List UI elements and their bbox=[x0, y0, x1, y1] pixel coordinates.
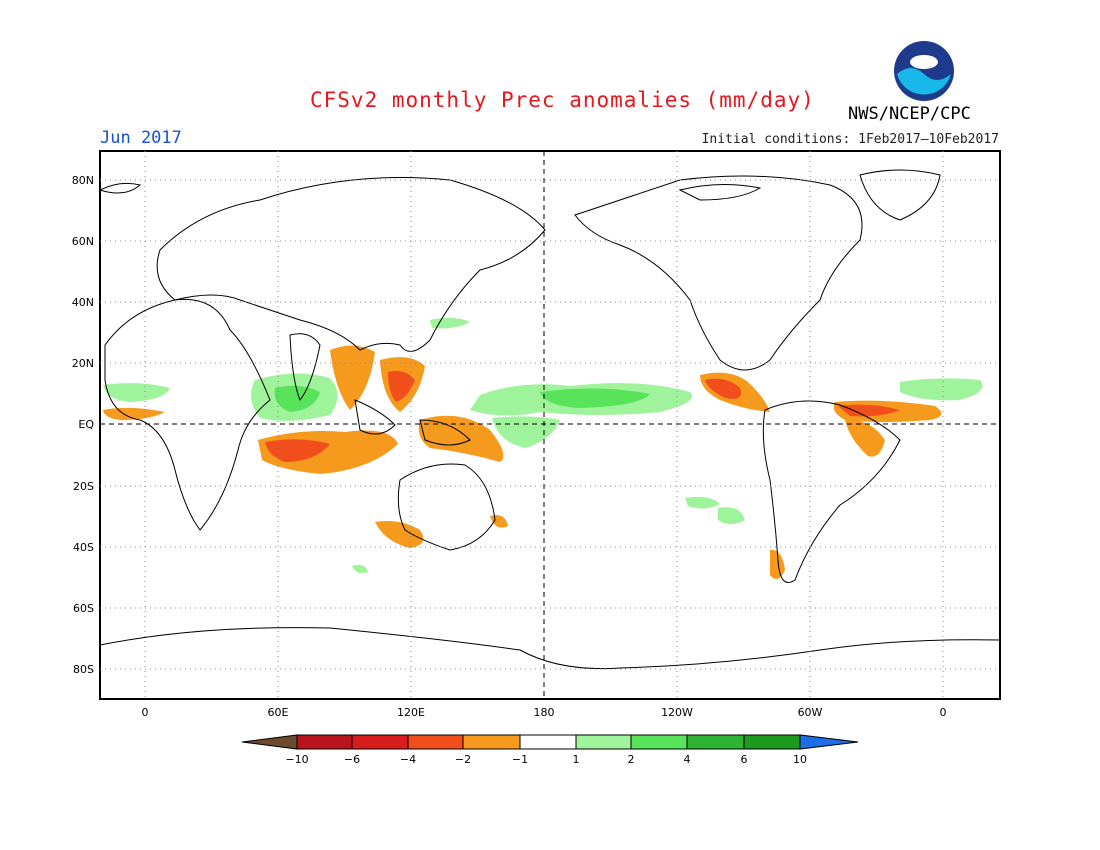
organization-label: NWS/NCEP/CPC bbox=[848, 104, 971, 124]
map-title: CFSv2 monthly Prec anomalies (mm/day) bbox=[310, 88, 815, 112]
colorbar-label: −1 bbox=[512, 753, 528, 766]
lon-label: 0 bbox=[940, 706, 947, 719]
colorbar bbox=[241, 734, 859, 750]
colorbar-labels: −10 −6 −4 −2 −1 1 2 4 6 10 bbox=[285, 753, 807, 766]
lon-label: 60W bbox=[798, 706, 823, 719]
lon-label: 60E bbox=[268, 706, 289, 719]
colorbar-cell bbox=[241, 734, 298, 750]
noaa-logo-icon bbox=[894, 41, 954, 101]
colorbar-cell bbox=[686, 734, 745, 750]
lat-label: 40S bbox=[73, 541, 94, 554]
colorbar-label: 6 bbox=[741, 753, 748, 766]
lat-label: 20N bbox=[72, 357, 94, 370]
colorbar-cell bbox=[351, 734, 409, 750]
colorbar-cell bbox=[743, 734, 801, 750]
lon-label: 120W bbox=[661, 706, 693, 719]
colorbar-cell bbox=[462, 734, 521, 750]
lat-label: 60S bbox=[73, 602, 94, 615]
lat-label: 80N bbox=[72, 174, 94, 187]
colorbar-label: 1 bbox=[573, 753, 580, 766]
colorbar-label: 4 bbox=[684, 753, 691, 766]
anomaly-shading bbox=[103, 317, 983, 579]
lat-labels: 80N 60N 40N 20N EQ 20S 40S 60S 80S bbox=[72, 174, 95, 676]
colorbar-cell bbox=[630, 734, 688, 750]
lat-label: 60N bbox=[72, 235, 94, 248]
lat-label: 40N bbox=[72, 296, 94, 309]
valid-month-label: Jun 2017 bbox=[100, 128, 182, 148]
lon-label: 120E bbox=[397, 706, 425, 719]
colorbar-cell bbox=[575, 734, 632, 750]
graticule bbox=[100, 151, 1000, 699]
initial-conditions-label: Initial conditions: 1Feb2017–10Feb2017 bbox=[701, 132, 999, 147]
coastlines bbox=[98, 169, 1001, 670]
lon-label: 180 bbox=[534, 706, 555, 719]
colorbar-label: −2 bbox=[455, 753, 471, 766]
lat-label: 80S bbox=[73, 663, 94, 676]
colorbar-label: −4 bbox=[400, 753, 416, 766]
colorbar-cell bbox=[799, 734, 859, 750]
lat-label: EQ bbox=[78, 418, 94, 431]
colorbar-label: 2 bbox=[628, 753, 635, 766]
lat-label: 20S bbox=[73, 480, 94, 493]
colorbar-label: 10 bbox=[793, 753, 807, 766]
colorbar-cell bbox=[407, 734, 464, 750]
colorbar-cell bbox=[519, 734, 577, 750]
colorbar-cell bbox=[296, 734, 353, 750]
lon-labels: 0 60E 120E 180 120W 60W 0 bbox=[142, 706, 947, 719]
colorbar-label: −10 bbox=[285, 753, 308, 766]
colorbar-label: −6 bbox=[344, 753, 360, 766]
lon-label: 0 bbox=[142, 706, 149, 719]
